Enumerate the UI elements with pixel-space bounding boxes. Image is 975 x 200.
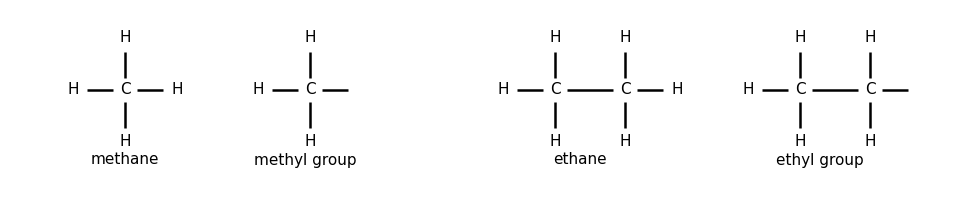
Text: methane: methane bbox=[91, 152, 159, 168]
Text: C: C bbox=[865, 82, 876, 98]
Text: H: H bbox=[253, 82, 264, 98]
Text: H: H bbox=[671, 82, 682, 98]
Text: H: H bbox=[795, 30, 805, 46]
Text: H: H bbox=[119, 30, 131, 46]
Text: C: C bbox=[795, 82, 805, 98]
Text: methyl group: methyl group bbox=[254, 152, 356, 168]
Text: H: H bbox=[304, 30, 316, 46]
Text: H: H bbox=[619, 134, 631, 150]
Text: H: H bbox=[119, 134, 131, 150]
Text: H: H bbox=[497, 82, 509, 98]
Text: H: H bbox=[67, 82, 79, 98]
Text: C: C bbox=[550, 82, 561, 98]
Text: H: H bbox=[619, 30, 631, 46]
Text: H: H bbox=[795, 134, 805, 150]
Text: H: H bbox=[304, 134, 316, 150]
Text: H: H bbox=[172, 82, 182, 98]
Text: C: C bbox=[620, 82, 630, 98]
Text: C: C bbox=[120, 82, 131, 98]
Text: H: H bbox=[864, 134, 876, 150]
Text: C: C bbox=[304, 82, 315, 98]
Text: H: H bbox=[549, 134, 561, 150]
Text: H: H bbox=[549, 30, 561, 46]
Text: H: H bbox=[864, 30, 876, 46]
Text: H: H bbox=[742, 82, 754, 98]
Text: ethyl group: ethyl group bbox=[776, 152, 864, 168]
Text: ethane: ethane bbox=[553, 152, 606, 168]
